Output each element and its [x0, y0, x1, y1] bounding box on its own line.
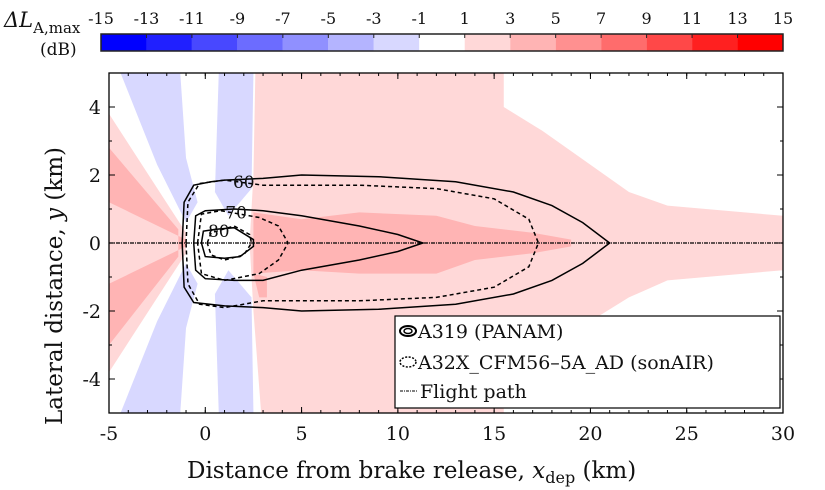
- colorbar-tick-label: -7: [275, 9, 291, 28]
- x-tick-label: 25: [675, 423, 699, 445]
- x-tick-label: 20: [578, 423, 602, 445]
- y-tick-label: -4: [82, 369, 101, 391]
- legend-dashed-contour-icon: [399, 356, 417, 368]
- x-tick-label: 15: [482, 423, 506, 445]
- legend-solid-contour-icon: [399, 325, 417, 337]
- x-tick-label: 0: [199, 423, 211, 445]
- colorbar-segment: [692, 34, 738, 51]
- colorbar-tick-label: 1: [460, 9, 470, 28]
- colorbar-tick-label: -5: [321, 9, 337, 28]
- colorbar-segment: [282, 34, 329, 51]
- contour-label: 70: [225, 203, 247, 223]
- colorbar-segment: [646, 34, 693, 51]
- colorbar-segment: [146, 34, 192, 51]
- colorbar-tick-label: 3: [505, 9, 515, 28]
- colorbar-tick-label: -1: [411, 9, 427, 28]
- y-tick-label: 2: [89, 165, 101, 187]
- colorbar-tick-label: 15: [773, 9, 793, 28]
- region-3..5: [109, 147, 187, 345]
- region--3..-1: [214, 73, 254, 216]
- colorbar-segment: [237, 34, 283, 51]
- region-3..5: [253, 212, 572, 298]
- contour-70-dashed: [196, 209, 289, 282]
- legend-entry: A319 (PANAM): [417, 321, 563, 343]
- colorbar-frame: [100, 33, 784, 52]
- colorbar-segment: [555, 34, 602, 51]
- colorbar-tick-label: -15: [88, 9, 114, 28]
- colorbar-segment: [419, 34, 465, 51]
- y-axis-label: Lateral distance, y (km): [42, 147, 68, 425]
- x-axis-label: Distance from brake release, xdep (km): [187, 458, 636, 487]
- contour-80-solid: [200, 226, 255, 260]
- x-tick-label: 30: [771, 423, 795, 445]
- y-tick-label: -2: [82, 301, 101, 323]
- colorbar-segment: [191, 34, 238, 51]
- plot-frame: [108, 72, 784, 414]
- x-tick-label: 5: [296, 423, 308, 445]
- colorbar-tick-label: 11: [682, 9, 702, 28]
- colorbar-tick-label: 9: [642, 9, 652, 28]
- colorbar-tick-label: 7: [596, 9, 606, 28]
- colorbar-tick-label: 13: [727, 9, 747, 28]
- contour-label: 80: [208, 222, 230, 242]
- x-tick-label: -5: [100, 423, 119, 445]
- colorbar-segment: [101, 34, 147, 51]
- colorbar-tick-label: -13: [134, 9, 160, 28]
- region--3..-1: [120, 73, 198, 223]
- y-tick-label: 0: [89, 233, 101, 255]
- contour-label: 60: [233, 173, 255, 193]
- y-tick-label: 4: [89, 97, 101, 119]
- legend-entry: A32X_CFM56–5A_AD (sonAIR): [417, 352, 714, 374]
- contour-80-dashed: [206, 225, 253, 261]
- colorbar-segment: [737, 34, 783, 51]
- colorbar-segment: [601, 34, 647, 51]
- colorbar-tick-label: 5: [551, 9, 561, 28]
- region--3..-1: [120, 263, 198, 413]
- colorbar-segment: [464, 34, 511, 51]
- legend-entry: Flight path: [420, 381, 527, 403]
- colorbar-segment: [373, 34, 420, 51]
- x-tick-label: 10: [386, 423, 410, 445]
- colorbar-tick-label: -9: [230, 9, 246, 28]
- colorbar-tick-label: -3: [366, 9, 382, 28]
- colorbar-tick-label: -11: [179, 9, 205, 28]
- region--3..-1: [214, 270, 254, 413]
- colorbar: -15 -13 -11 -9 -7 -5 -3 -1 1 3 5 7 9 11 13 15: [88, 9, 793, 52]
- legend: A319 (PANAM) A32X_CFM56–5A_AD (sonAIR) F…: [394, 315, 781, 409]
- colorbar-segment: [328, 34, 374, 51]
- colorbar-label: ΔLA,max: [3, 8, 81, 37]
- colorbar-unit: (dB): [40, 40, 77, 60]
- colorbar-segment: [510, 34, 556, 51]
